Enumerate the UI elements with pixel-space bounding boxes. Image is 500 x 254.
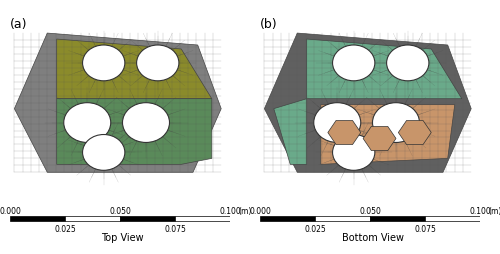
Polygon shape [328, 121, 361, 145]
Circle shape [122, 103, 170, 143]
Polygon shape [56, 40, 212, 99]
Circle shape [64, 103, 111, 143]
Circle shape [386, 46, 429, 82]
Bar [65, 216, 120, 221]
Text: 0.050: 0.050 [109, 207, 131, 215]
Polygon shape [14, 34, 221, 173]
Text: 0.000: 0.000 [249, 207, 271, 215]
Polygon shape [363, 127, 396, 151]
Circle shape [82, 135, 125, 171]
Circle shape [332, 135, 375, 171]
Bar [10, 216, 65, 221]
Bar [175, 216, 230, 221]
Polygon shape [264, 34, 471, 173]
Text: 0.075: 0.075 [414, 224, 436, 233]
Text: 0.000: 0.000 [0, 207, 21, 215]
Polygon shape [274, 99, 306, 165]
Polygon shape [56, 99, 212, 165]
Bar [315, 216, 370, 221]
Circle shape [332, 46, 375, 82]
Text: 0.025: 0.025 [304, 224, 326, 233]
Circle shape [136, 46, 179, 82]
Text: 0.100: 0.100 [469, 207, 491, 215]
Bar [370, 216, 425, 221]
Text: Bottom View: Bottom View [342, 232, 404, 243]
Circle shape [372, 103, 420, 143]
Text: (m): (m) [489, 207, 500, 215]
Text: 0.100: 0.100 [219, 207, 241, 215]
Circle shape [314, 103, 361, 143]
Bar [425, 216, 480, 221]
Text: (b): (b) [260, 18, 278, 31]
Polygon shape [306, 40, 462, 99]
Text: (m): (m) [239, 207, 252, 215]
Text: 0.075: 0.075 [164, 224, 186, 233]
Bar [260, 216, 315, 221]
Circle shape [82, 46, 125, 82]
Text: (a): (a) [10, 18, 27, 31]
Text: 0.025: 0.025 [54, 224, 76, 233]
Polygon shape [321, 105, 455, 165]
Text: Top View: Top View [101, 232, 144, 243]
Text: 0.050: 0.050 [359, 207, 381, 215]
Polygon shape [398, 121, 431, 145]
Bar [120, 216, 175, 221]
